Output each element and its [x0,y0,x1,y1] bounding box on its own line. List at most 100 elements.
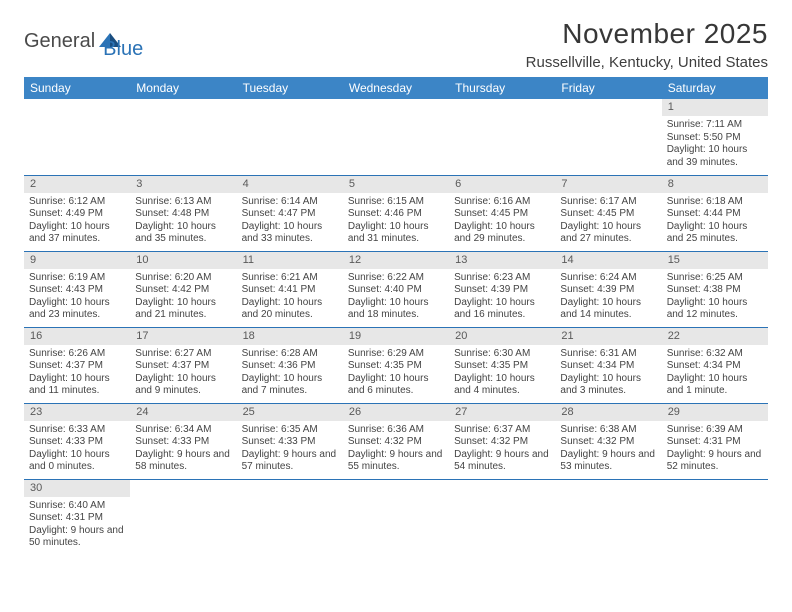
daylight-line: Daylight: 9 hours and 55 minutes. [348,449,444,474]
sunset-line: Sunset: 4:31 PM [29,512,125,525]
calendar-day-cell: 24Sunrise: 6:34 AMSunset: 4:33 PMDayligh… [130,403,236,479]
sunrise-line: Sunrise: 6:22 AM [348,272,444,285]
brand-logo: General Blue [24,18,143,61]
sunrise-line: Sunrise: 6:31 AM [560,348,656,361]
day-details: Sunrise: 6:12 AMSunset: 4:49 PMDaylight:… [24,193,130,250]
calendar-day-empty [343,479,449,555]
day-number: 9 [24,252,130,269]
sunrise-line: Sunrise: 6:34 AM [135,424,231,437]
sunset-line: Sunset: 4:43 PM [29,284,125,297]
calendar-day-cell: 8Sunrise: 6:18 AMSunset: 4:44 PMDaylight… [662,175,768,251]
day-details: Sunrise: 6:21 AMSunset: 4:41 PMDaylight:… [237,269,343,326]
sunrise-line: Sunrise: 6:15 AM [348,196,444,209]
day-number: 3 [130,176,236,193]
day-details: Sunrise: 6:30 AMSunset: 4:35 PMDaylight:… [449,345,555,402]
sunset-line: Sunset: 4:44 PM [667,208,763,221]
calendar-week-row: 1Sunrise: 7:11 AMSunset: 5:50 PMDaylight… [24,99,768,175]
calendar-day-empty [662,479,768,555]
daylight-line: Daylight: 9 hours and 57 minutes. [242,449,338,474]
sunset-line: Sunset: 4:32 PM [348,436,444,449]
sunset-line: Sunset: 4:36 PM [242,360,338,373]
calendar-day-cell: 13Sunrise: 6:23 AMSunset: 4:39 PMDayligh… [449,251,555,327]
sunset-line: Sunset: 5:50 PM [667,132,763,145]
logo-text-blue: Blue [103,22,143,61]
day-details: Sunrise: 6:17 AMSunset: 4:45 PMDaylight:… [555,193,661,250]
sunrise-line: Sunrise: 6:23 AM [454,272,550,285]
day-details: Sunrise: 6:28 AMSunset: 4:36 PMDaylight:… [237,345,343,402]
calendar-day-cell: 12Sunrise: 6:22 AMSunset: 4:40 PMDayligh… [343,251,449,327]
title-block: November 2025 Russellville, Kentucky, Un… [526,18,768,71]
sunrise-line: Sunrise: 6:24 AM [560,272,656,285]
sunrise-line: Sunrise: 6:39 AM [667,424,763,437]
day-number: 6 [449,176,555,193]
sunrise-line: Sunrise: 6:18 AM [667,196,763,209]
sunrise-line: Sunrise: 6:32 AM [667,348,763,361]
daylight-line: Daylight: 10 hours and 27 minutes. [560,221,656,246]
day-number: 4 [237,176,343,193]
day-details: Sunrise: 6:34 AMSunset: 4:33 PMDaylight:… [130,421,236,478]
calendar-day-cell: 3Sunrise: 6:13 AMSunset: 4:48 PMDaylight… [130,175,236,251]
daylight-line: Daylight: 10 hours and 14 minutes. [560,297,656,322]
day-number: 10 [130,252,236,269]
sunrise-line: Sunrise: 6:12 AM [29,196,125,209]
day-details: Sunrise: 6:35 AMSunset: 4:33 PMDaylight:… [237,421,343,478]
sunrise-line: Sunrise: 6:20 AM [135,272,231,285]
calendar-day-cell: 27Sunrise: 6:37 AMSunset: 4:32 PMDayligh… [449,403,555,479]
day-number: 22 [662,328,768,345]
sunset-line: Sunset: 4:45 PM [560,208,656,221]
day-details: Sunrise: 6:18 AMSunset: 4:44 PMDaylight:… [662,193,768,250]
sunrise-line: Sunrise: 6:16 AM [454,196,550,209]
calendar-day-cell: 11Sunrise: 6:21 AMSunset: 4:41 PMDayligh… [237,251,343,327]
day-details: Sunrise: 6:29 AMSunset: 4:35 PMDaylight:… [343,345,449,402]
day-details: Sunrise: 6:32 AMSunset: 4:34 PMDaylight:… [662,345,768,402]
calendar-day-cell: 1Sunrise: 7:11 AMSunset: 5:50 PMDaylight… [662,99,768,175]
daylight-line: Daylight: 10 hours and 3 minutes. [560,373,656,398]
sunset-line: Sunset: 4:46 PM [348,208,444,221]
daylight-line: Daylight: 10 hours and 33 minutes. [242,221,338,246]
logo-text-general: General [24,30,95,53]
day-number: 13 [449,252,555,269]
day-number: 17 [130,328,236,345]
day-details: Sunrise: 6:31 AMSunset: 4:34 PMDaylight:… [555,345,661,402]
weekday-header: Friday [555,77,661,99]
day-number: 23 [24,404,130,421]
calendar-week-row: 9Sunrise: 6:19 AMSunset: 4:43 PMDaylight… [24,251,768,327]
calendar-day-empty [449,479,555,555]
calendar-day-cell: 25Sunrise: 6:35 AMSunset: 4:33 PMDayligh… [237,403,343,479]
calendar-day-cell: 23Sunrise: 6:33 AMSunset: 4:33 PMDayligh… [24,403,130,479]
day-details: Sunrise: 6:27 AMSunset: 4:37 PMDaylight:… [130,345,236,402]
sunset-line: Sunset: 4:32 PM [454,436,550,449]
day-number: 15 [662,252,768,269]
sunset-line: Sunset: 4:32 PM [560,436,656,449]
weekday-header: Tuesday [237,77,343,99]
calendar-day-cell: 20Sunrise: 6:30 AMSunset: 4:35 PMDayligh… [449,327,555,403]
daylight-line: Daylight: 10 hours and 35 minutes. [135,221,231,246]
daylight-line: Daylight: 10 hours and 7 minutes. [242,373,338,398]
day-number: 14 [555,252,661,269]
calendar-day-empty [24,99,130,175]
day-number: 2 [24,176,130,193]
sunrise-line: Sunrise: 6:21 AM [242,272,338,285]
day-details: Sunrise: 6:33 AMSunset: 4:33 PMDaylight:… [24,421,130,478]
daylight-line: Daylight: 10 hours and 18 minutes. [348,297,444,322]
sunrise-line: Sunrise: 6:27 AM [135,348,231,361]
calendar-day-cell: 15Sunrise: 6:25 AMSunset: 4:38 PMDayligh… [662,251,768,327]
sunset-line: Sunset: 4:48 PM [135,208,231,221]
sunset-line: Sunset: 4:33 PM [242,436,338,449]
calendar-day-cell: 2Sunrise: 6:12 AMSunset: 4:49 PMDaylight… [24,175,130,251]
day-details: Sunrise: 7:11 AMSunset: 5:50 PMDaylight:… [662,116,768,173]
sunset-line: Sunset: 4:39 PM [454,284,550,297]
daylight-line: Daylight: 10 hours and 6 minutes. [348,373,444,398]
sunset-line: Sunset: 4:33 PM [135,436,231,449]
calendar-day-cell: 14Sunrise: 6:24 AMSunset: 4:39 PMDayligh… [555,251,661,327]
sunrise-line: Sunrise: 6:35 AM [242,424,338,437]
day-details: Sunrise: 6:15 AMSunset: 4:46 PMDaylight:… [343,193,449,250]
calendar-day-empty [449,99,555,175]
daylight-line: Daylight: 10 hours and 21 minutes. [135,297,231,322]
daylight-line: Daylight: 10 hours and 31 minutes. [348,221,444,246]
calendar-day-cell: 19Sunrise: 6:29 AMSunset: 4:35 PMDayligh… [343,327,449,403]
sunrise-line: Sunrise: 7:11 AM [667,119,763,132]
day-details: Sunrise: 6:16 AMSunset: 4:45 PMDaylight:… [449,193,555,250]
sunset-line: Sunset: 4:41 PM [242,284,338,297]
calendar-table: SundayMondayTuesdayWednesdayThursdayFrid… [24,77,768,555]
